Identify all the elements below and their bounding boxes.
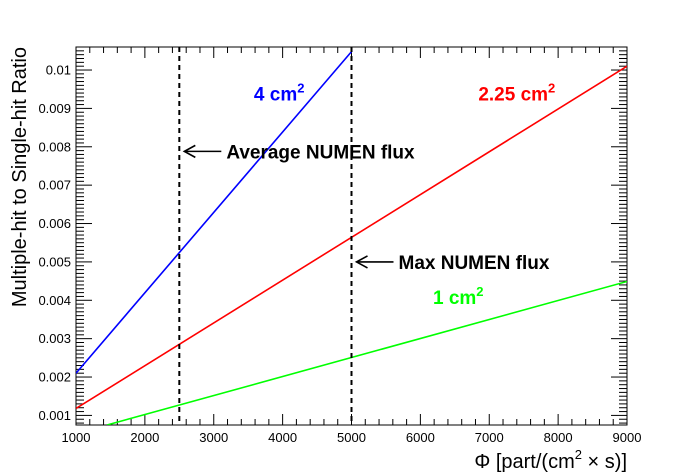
x-tick-label: 6000	[406, 430, 435, 445]
x-axis-title: Φ [part/(cm2 × s)]	[474, 447, 627, 473]
y-tick-label: 0.007	[38, 178, 71, 193]
y-tick-label: 0.009	[38, 101, 71, 116]
y-tick-label: 0.004	[38, 293, 71, 308]
y-tick-label: 0.01	[46, 63, 71, 78]
x-tick-label: 9000	[613, 430, 642, 445]
y-tick-label: 0.005	[38, 254, 71, 269]
y-axis-title: Multiple-hit to Single-hit Ratio	[9, 47, 31, 307]
y-tick-label: 0.002	[38, 370, 71, 385]
vline-annotation: Average NUMEN flux	[226, 142, 415, 163]
series-line	[76, 51, 353, 374]
series-label: 4 cm2	[254, 81, 305, 106]
x-tick-label: 8000	[544, 430, 573, 445]
y-tick-label: 0.001	[38, 408, 71, 423]
x-tick-label: 5000	[337, 430, 366, 445]
y-tick-label: 0.008	[38, 139, 71, 154]
x-tick-label: 1000	[62, 430, 91, 445]
series-label: 1 cm2	[433, 284, 484, 309]
x-tick-label: 4000	[268, 430, 297, 445]
x-tick-label: 3000	[199, 430, 228, 445]
plot-area: 1000 2000 3000 4000 5000 6000 7000 8000 9000 0.00…	[9, 46, 642, 473]
y-tick-label: 0.003	[38, 331, 71, 346]
y-tick-label: 0.006	[38, 216, 71, 231]
arrow-head	[354, 255, 368, 269]
x-tick-label: 2000	[130, 430, 159, 445]
series-label: 2.25 cm2	[478, 81, 555, 106]
arrow-head	[182, 144, 196, 159]
x-tick-label: 7000	[475, 430, 504, 445]
series-line	[106, 280, 627, 425]
vline-annotation: Max NUMEN flux	[399, 253, 550, 274]
